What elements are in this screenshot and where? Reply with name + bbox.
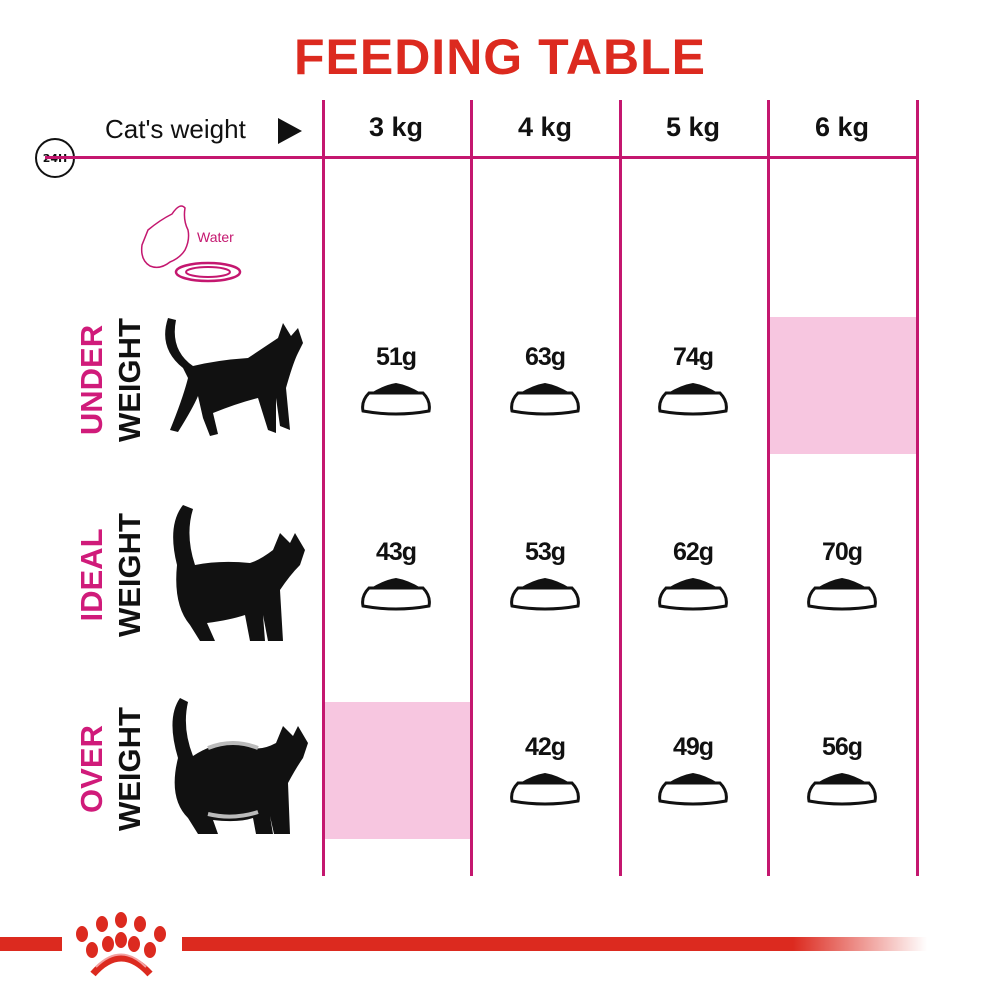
feeding-amount: 70g [821,538,863,566]
food-bowl-icon [620,771,766,807]
triangle-right-icon [278,118,302,144]
column-divider [916,100,919,876]
food-bowl-icon [620,576,766,612]
column-divider [470,100,473,876]
column-header-4kg: 4 kg [517,112,573,142]
food-bowl-icon [769,771,915,807]
row-label-weight: WEIGHT [112,513,147,637]
row-label-weight: WEIGHT [112,318,147,442]
column-header-3kg: 3 kg [368,112,424,142]
feeding-amount: 74g [672,343,714,371]
header-divider [45,156,919,159]
page-title: FEEDING TABLE [293,29,707,85]
cats-weight-label: Cat's weight [105,114,246,144]
feeding-amount: 42g [524,733,566,761]
feeding-amount: 56g [821,733,863,761]
royal-canin-crown-logo [76,912,166,977]
row-label-under: UNDER [74,324,109,436]
feeding-amount: 51g [375,343,417,371]
column-divider [767,100,770,876]
food-bowl-icon [472,576,618,612]
empty-cell [325,702,470,839]
water-bowl-icon [140,205,242,283]
food-bowl-icon [472,381,618,417]
food-bowl-icon [620,381,766,417]
food-bowl-icon [769,576,915,612]
thin-cat-icon [165,318,303,436]
row-label-over: OVER [74,725,109,813]
overweight-cat-icon [172,698,308,834]
column-divider [619,100,622,876]
food-bowl-icon [323,576,469,612]
feeding-amount: 53g [524,538,566,566]
feeding-amount: 43g [375,538,417,566]
water-label: Water [197,229,234,245]
food-bowl-icon [472,771,618,807]
feeding-amount: 63g [524,343,566,371]
empty-cell [770,317,916,454]
column-divider [322,100,325,876]
column-header-5kg: 5 kg [665,112,721,142]
row-label-weight: WEIGHT [112,707,147,831]
feeding-amount: 49g [672,733,714,761]
food-bowl-icon [323,381,469,417]
row-label-ideal: IDEAL [74,528,109,622]
footer-bar [182,937,927,951]
footer-bar [0,937,62,951]
column-header-6kg: 6 kg [814,112,870,142]
ideal-cat-icon [173,505,305,641]
feeding-amount: 62g [672,538,714,566]
